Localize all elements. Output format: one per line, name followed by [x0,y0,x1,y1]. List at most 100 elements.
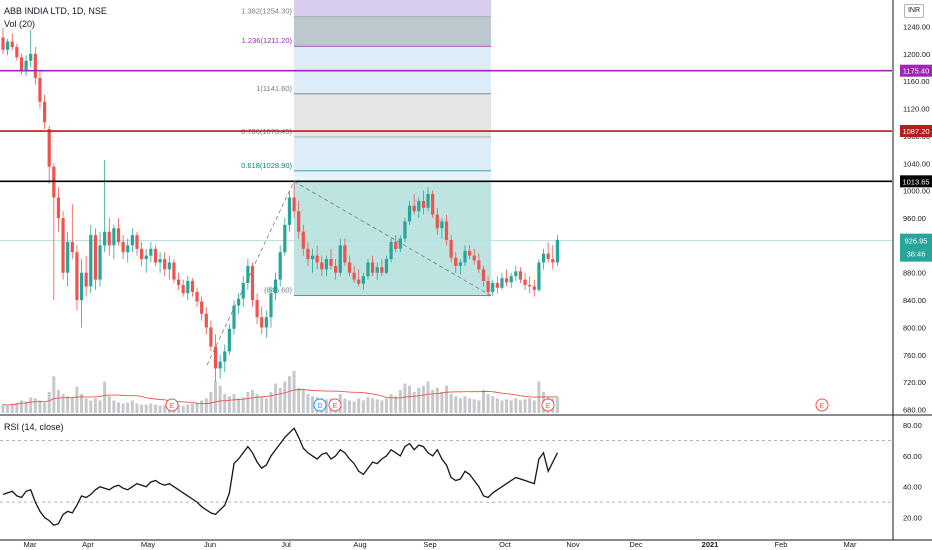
volume-bar [223,394,227,413]
candle-body [209,327,213,347]
candle-body [29,53,33,61]
candle-body [551,259,555,263]
level-price-badge [900,175,932,188]
candle-body [509,276,513,283]
volume-bar [158,405,162,413]
level-price-badge-label: 1013.65 [902,177,929,186]
fib-level-label: 1.236(1211.20) [242,36,293,45]
candle-body [167,262,171,270]
drawings-layer: E E E ED [165,180,829,412]
rsi-layer [0,427,892,526]
currency-badge[interactable]: INR [904,4,924,18]
candle-body [149,248,153,256]
volume-bar [149,403,153,413]
fib-zone-band [294,137,491,171]
candle-body [287,197,292,225]
candle-body [504,278,509,283]
volume-bar [532,400,536,413]
candle-body [176,279,181,286]
fib-level-label: 1.382(1254.30) [241,7,292,16]
volume-bar [311,396,315,413]
candle-body [449,239,453,258]
volume-bar [421,385,425,413]
volume-bar [246,392,250,413]
volume-bar [398,389,402,413]
volume-bar [177,404,181,413]
candle-body [468,250,472,256]
candle-body [532,286,536,290]
candle-body [140,248,144,260]
volume-bar [190,403,194,413]
candle-body [47,129,51,167]
volume-bar [495,398,499,413]
time-tick-label: Oct [499,540,512,549]
price-tick-label: 1200.00 [903,50,930,59]
candle-body [292,197,296,212]
volume-bar [509,400,513,413]
volume-bar [75,386,79,413]
candle-body [79,272,84,301]
price-tick-label: 680.00 [903,406,926,415]
time-tick-label: Mar [844,540,857,549]
volume-bar [33,398,37,413]
candle-body [347,262,352,273]
volume-bar [306,394,310,413]
volume-bar [70,397,74,413]
candle-body [232,305,236,329]
candle-body [250,265,255,301]
candle-body [200,301,204,314]
volume-bar [29,397,33,413]
volume-bar [209,392,213,413]
candle-body [357,279,361,284]
candle-body [394,241,398,249]
candle-body [84,272,88,287]
candle-body [403,221,407,239]
candle-body [172,262,176,280]
volume-bar [505,399,509,413]
candle-body [371,262,375,273]
volume-bar [19,400,23,413]
volume-bar [10,403,14,413]
volume-bar [297,387,301,413]
volume-bar [6,405,10,413]
candle-body [500,278,504,288]
volume-bar [477,400,481,413]
volume-bar [380,400,384,413]
candle-body [15,47,19,58]
candle-body [375,267,379,273]
candle-body [273,279,278,294]
candle-body [158,259,162,263]
time-tick-label: 2021 [702,540,719,549]
volume-bar [130,400,134,413]
candle-body [306,248,310,260]
candle-body [61,218,65,273]
volume-bar [283,381,287,413]
candle-body [10,41,14,48]
volume-bar [440,392,444,413]
candle-body [518,271,523,280]
candle-body [338,245,342,273]
volume-bar [352,401,356,413]
candle-body [98,245,102,280]
candle-body [495,282,499,288]
earnings-marker-label: E [333,403,338,410]
candle-body [514,271,518,277]
volume-bar [518,400,522,413]
volume-bar [472,399,476,413]
price-axis-layer: 1240.001200.001160.001120.001080.001040.… [24,23,932,549]
earnings-marker-label: E [820,403,825,410]
candle-body [70,241,74,253]
rsi-line [2,427,558,526]
candle-body [444,221,449,240]
volume-bar [435,387,439,413]
candle-body [366,262,370,277]
candle-body [1,37,5,50]
time-tick-label: Dec [629,540,643,549]
candle-body [412,205,416,212]
volume-bar [47,392,51,413]
volume-bar [200,400,204,413]
price-tick-label: 960.00 [903,214,926,223]
candle-body [334,265,338,273]
volume-bar [153,404,157,413]
